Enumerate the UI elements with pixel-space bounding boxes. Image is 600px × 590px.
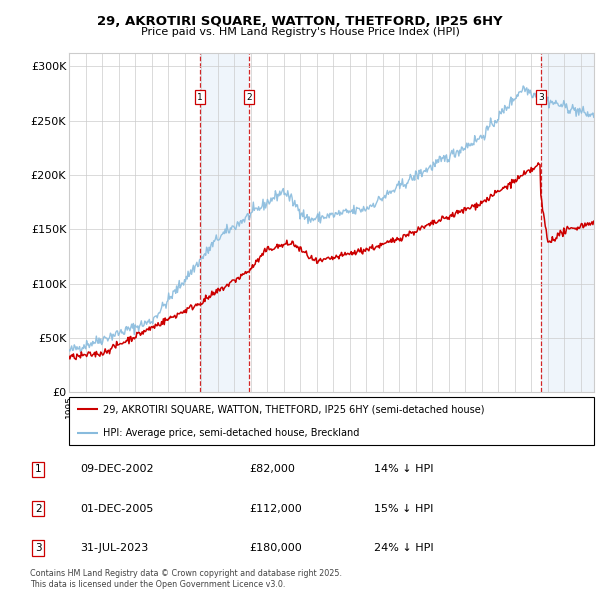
Text: 29, AKROTIRI SQUARE, WATTON, THETFORD, IP25 6HY (semi-detached house): 29, AKROTIRI SQUARE, WATTON, THETFORD, I… xyxy=(103,404,485,414)
Text: 3: 3 xyxy=(538,93,544,101)
Text: Contains HM Land Registry data © Crown copyright and database right 2025.
This d: Contains HM Land Registry data © Crown c… xyxy=(30,569,342,589)
Text: £180,000: £180,000 xyxy=(250,543,302,553)
Text: 2: 2 xyxy=(35,504,41,513)
Text: 15% ↓ HPI: 15% ↓ HPI xyxy=(374,504,433,513)
Bar xyxy=(541,53,594,392)
Text: 24% ↓ HPI: 24% ↓ HPI xyxy=(374,543,433,553)
FancyBboxPatch shape xyxy=(69,397,594,445)
Text: 1: 1 xyxy=(35,464,41,474)
Text: £82,000: £82,000 xyxy=(250,464,295,474)
Text: 1: 1 xyxy=(197,93,203,101)
Bar xyxy=(200,53,249,392)
Text: 29, AKROTIRI SQUARE, WATTON, THETFORD, IP25 6HY: 29, AKROTIRI SQUARE, WATTON, THETFORD, I… xyxy=(97,15,503,28)
Text: 01-DEC-2005: 01-DEC-2005 xyxy=(80,504,154,513)
Text: £112,000: £112,000 xyxy=(250,504,302,513)
Text: 14% ↓ HPI: 14% ↓ HPI xyxy=(374,464,433,474)
Text: 31-JUL-2023: 31-JUL-2023 xyxy=(80,543,149,553)
Text: Price paid vs. HM Land Registry's House Price Index (HPI): Price paid vs. HM Land Registry's House … xyxy=(140,27,460,37)
Text: HPI: Average price, semi-detached house, Breckland: HPI: Average price, semi-detached house,… xyxy=(103,428,359,438)
Text: 09-DEC-2002: 09-DEC-2002 xyxy=(80,464,154,474)
Text: 3: 3 xyxy=(35,543,41,553)
Text: 2: 2 xyxy=(247,93,252,101)
